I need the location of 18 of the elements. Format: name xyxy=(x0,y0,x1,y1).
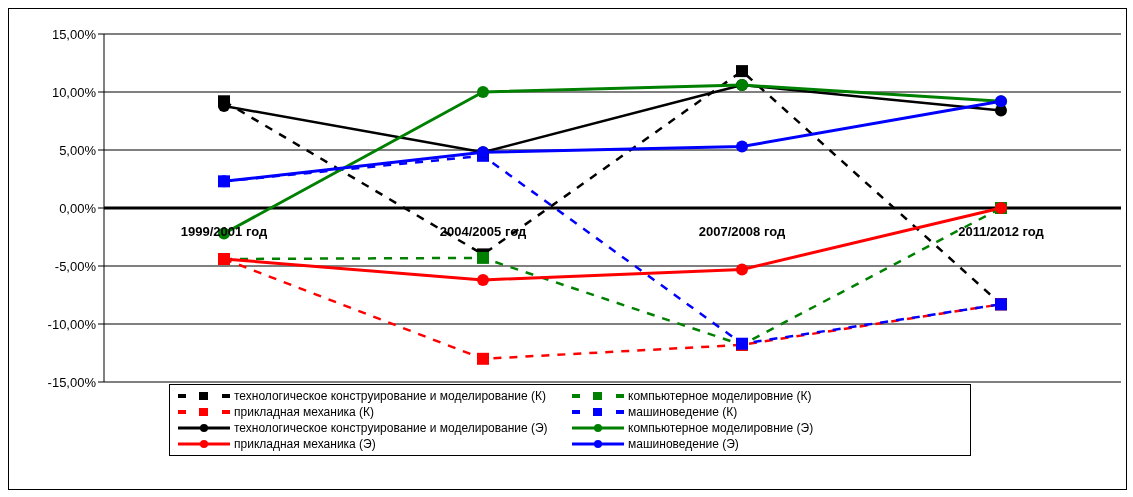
x-tick-label: 2011/2012 год xyxy=(958,224,1045,239)
y-tick-label: 15,00% xyxy=(51,26,97,42)
x-tick-label: 2007/2008 год xyxy=(698,224,786,239)
legend-label: технологическое конструирование и моделирование (Э) xyxy=(234,421,548,435)
legend-label: прикладная механика (К) xyxy=(234,405,375,419)
y-tick-label: 10,00% xyxy=(51,84,97,100)
legend-label: машиноведение (Э) xyxy=(628,437,739,451)
y-tick-label: -10,00% xyxy=(47,316,97,332)
legend-label: компьютерное моделировние (Э) xyxy=(628,421,814,435)
y-tick-label: 5,00% xyxy=(59,142,97,158)
legend-label: компьютерное моделировние (К) xyxy=(628,389,812,403)
x-tick-label: 2004/2005 год xyxy=(439,224,527,239)
legend-label: технологическое конструирование и моделирование (К) xyxy=(234,389,546,403)
y-tick-label: -15,00% xyxy=(47,374,97,390)
legend-label: машиноведение (К) xyxy=(628,405,738,419)
y-tick-label: 0,00% xyxy=(59,200,97,216)
y-tick-label: -5,00% xyxy=(54,258,97,274)
legend-label: прикладная механика (Э) xyxy=(234,437,376,451)
